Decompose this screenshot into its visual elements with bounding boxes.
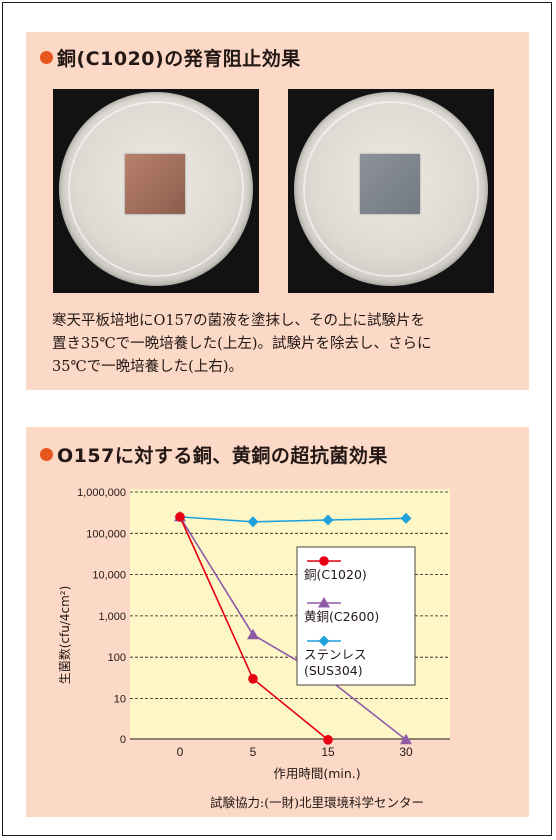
x-tick-label: 0 [177,745,184,759]
data-point [322,514,334,526]
y-tick-label: 1,000,000 [77,487,126,499]
series-line [179,516,407,741]
y-axis-label: 生菌数(cfu/4cm²) [57,586,72,685]
section1-title: 銅(C1020)の発育阻止効果 [40,44,301,71]
legend-label: 銅(C1020) [304,567,367,582]
section2-title-text: O157に対する銅、黄銅の超抗菌効果 [57,445,388,467]
y-tick-label: 1,000 [98,611,126,623]
x-tick-label: 15 [321,745,335,759]
description-line: 寒天平板培地にO157の菌液を塗抹し、その上に試験片を [52,313,426,329]
data-point [175,512,185,522]
data-point [400,512,412,524]
y-tick-label: 100,000 [86,528,126,540]
section1-title-text: 銅(C1020)の発育阻止効果 [57,48,301,70]
data-point [318,597,330,608]
petri-dish-photo-with-specimen [53,89,259,293]
x-axis-label: 作用時間(min.) [273,766,360,781]
petri-dish [59,92,253,286]
legend-label: ステンレス [304,647,367,662]
petri-dish [294,92,488,286]
copper-inhibition-panel: 銅(C1020)の発育阻止効果 寒天平板培地にO157の菌液を塗抹し、その上に試… [26,32,529,390]
bullet-icon [40,448,53,461]
data-point [247,628,259,640]
inhibition-zone [360,154,420,214]
experiment-description: 寒天平板培地にO157の菌液を塗抹し、その上に試験片を 置き35℃で一晩培養した… [52,310,522,379]
petri-dish-photo-specimen-removed [288,89,494,293]
y-tick-label: 0 [120,734,126,746]
legend-label: (SUS304) [304,663,363,678]
copper-specimen [125,154,185,214]
antibacterial-effect-panel: O157に対する銅、黄銅の超抗菌効果 0 10 100 1,000 10,000 100,… [26,427,529,817]
y-tick-label: 10 [114,694,126,706]
description-line: 35℃で一晩培養した(上右)。 [52,359,243,375]
data-point [248,673,258,684]
series-line [179,516,407,523]
data-point [247,516,259,528]
test-credit: 試験協力:(一財)北里環境科学センター [210,795,424,810]
description-line: 置き35℃で一晩培養した(上左)。試験片を除去し、さらに [52,336,432,352]
x-tick-label: 5 [250,745,257,759]
y-tick-label: 10,000 [92,570,126,582]
data-point [318,635,330,647]
section2-title: O157に対する銅、黄銅の超抗菌効果 [40,441,388,468]
bacteria-count-chart: 0 10 100 1,000 10,000 100,000 1,000,000 0 5 15 30 作… [57,487,450,781]
data-point [323,735,333,745]
bullet-icon [40,51,53,64]
x-tick-label: 30 [399,745,413,759]
data-point [319,556,329,566]
legend-label: 黄銅(C2600) [304,609,379,624]
data-point [400,733,412,745]
legend-box [296,546,416,686]
y-tick-label: 100 [108,652,126,664]
